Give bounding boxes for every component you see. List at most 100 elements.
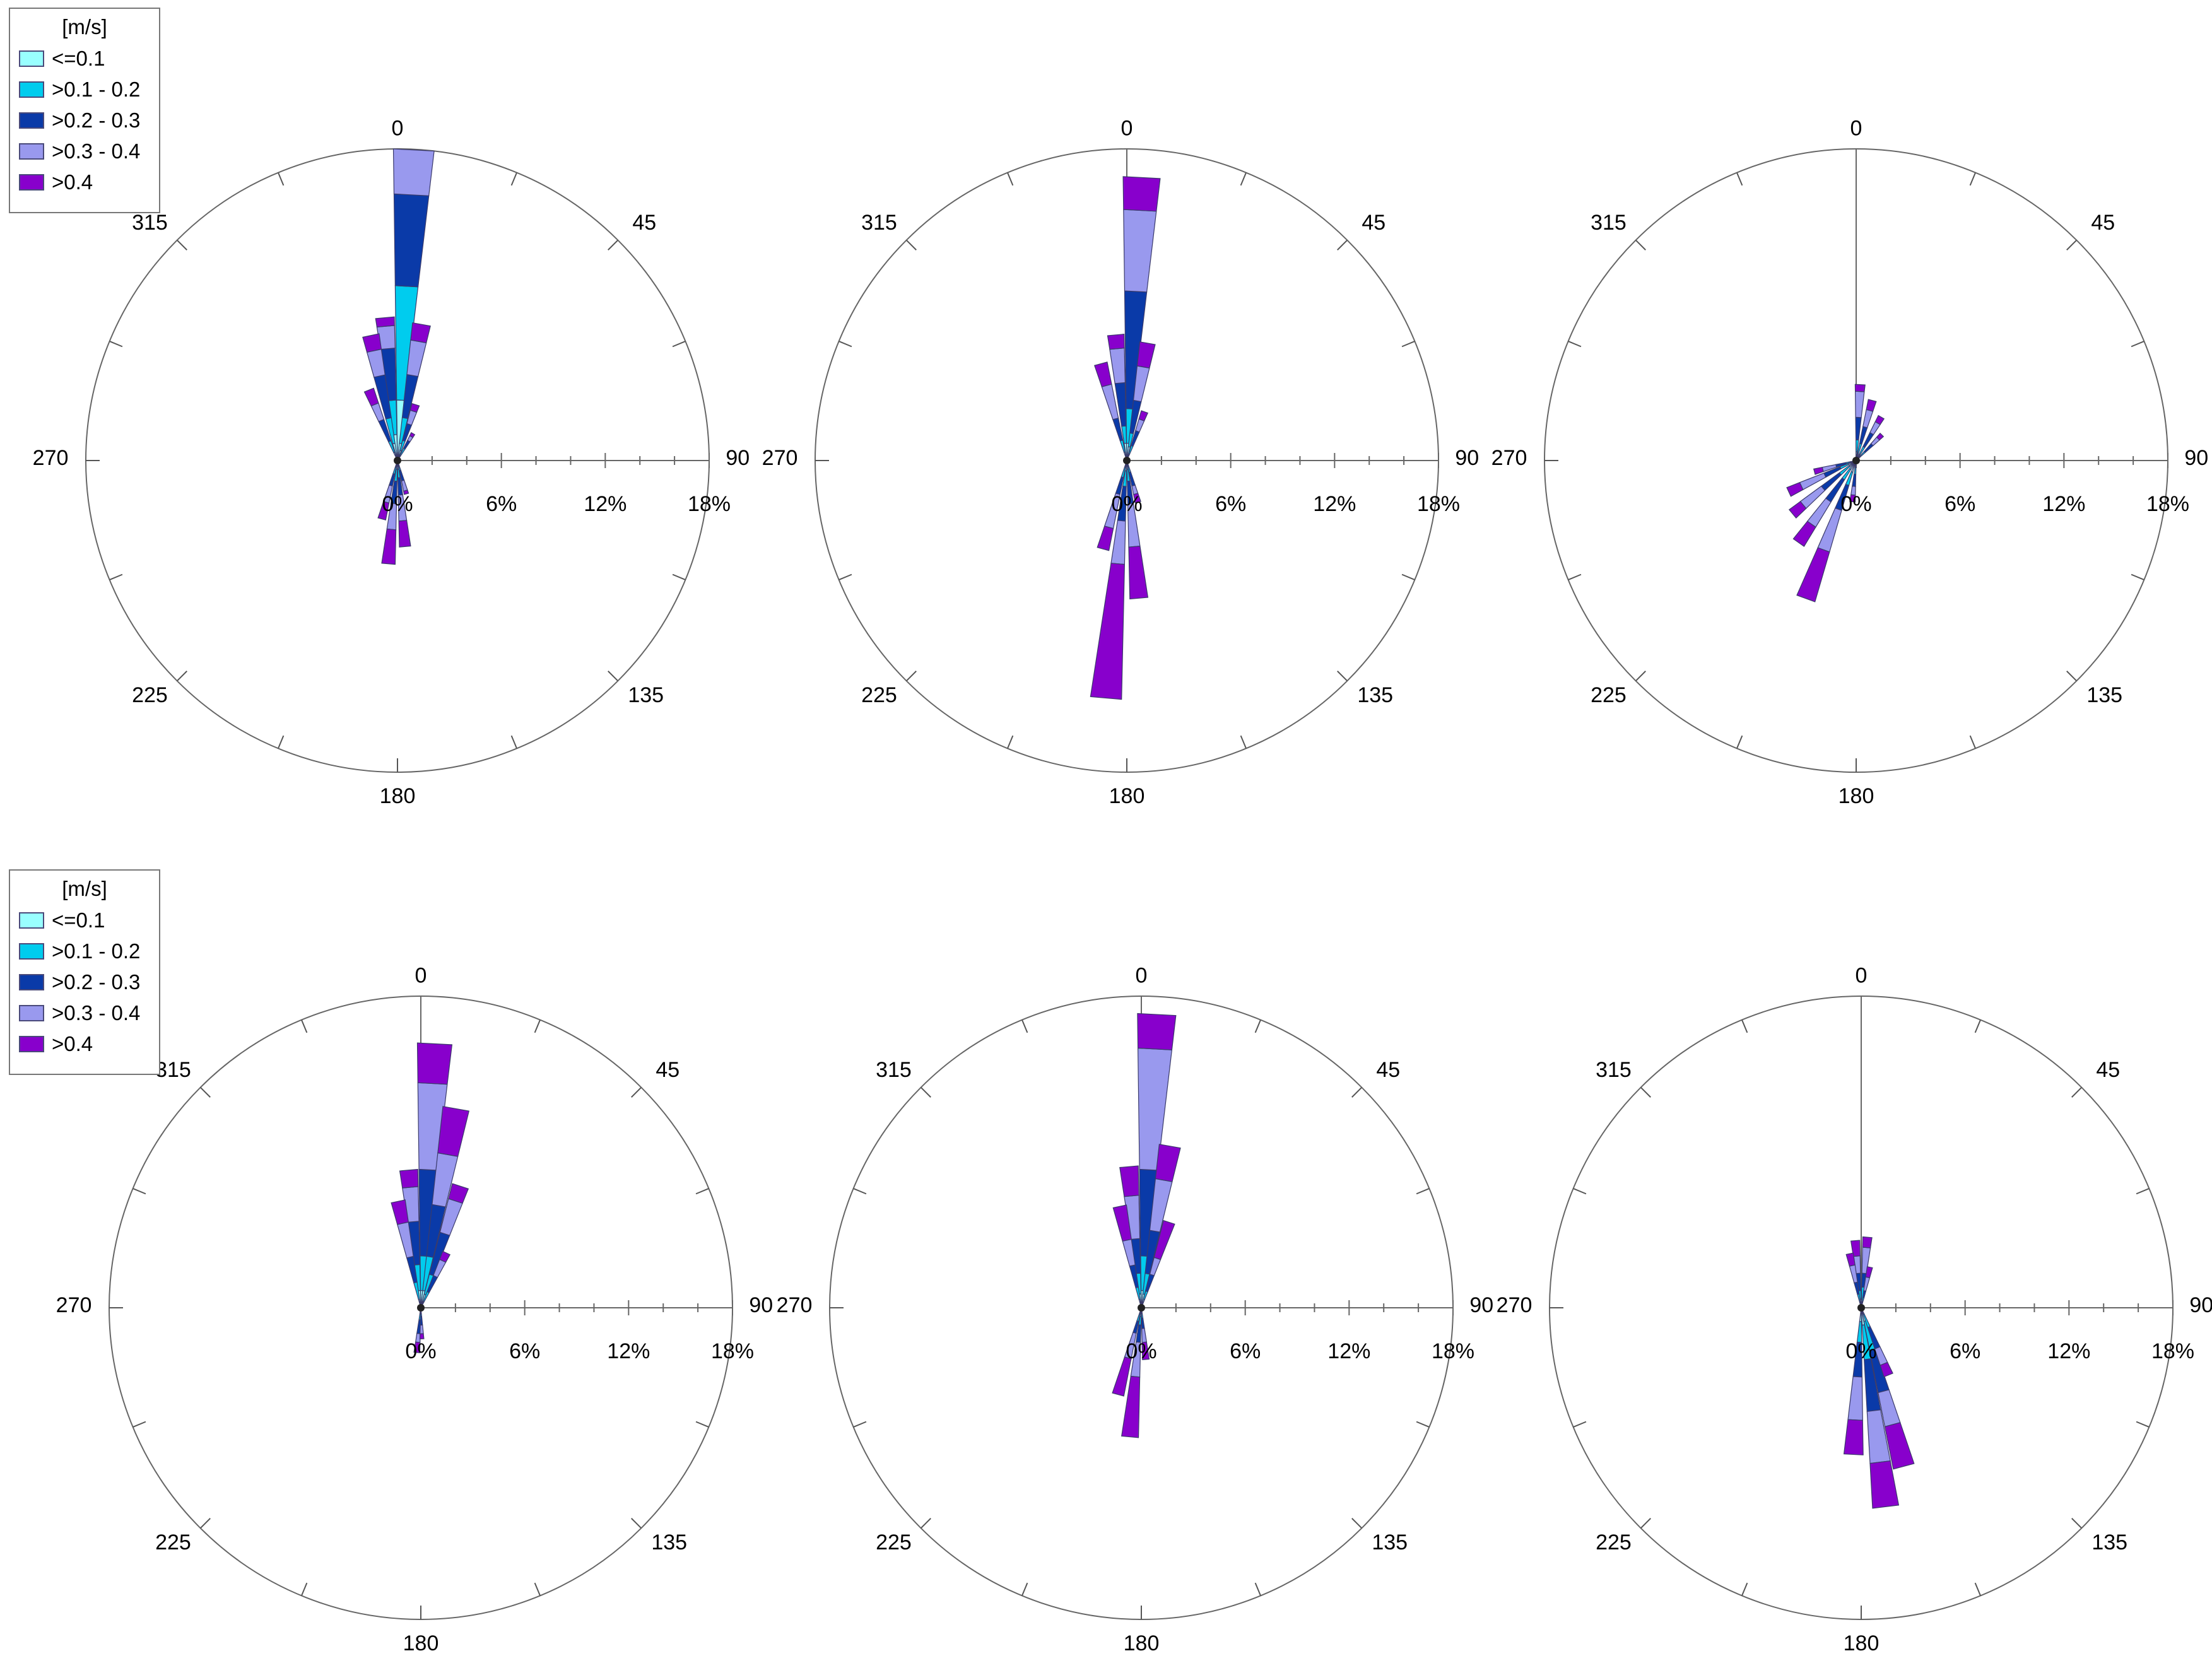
legend-swatch — [19, 1035, 44, 1052]
direction-tick — [2071, 1518, 2083, 1529]
direction-tick — [1573, 1421, 1587, 1428]
direction-label: 45 — [2096, 1058, 2120, 1082]
petal-segment — [409, 432, 416, 438]
direction-label: 315 — [155, 1058, 191, 1082]
direction-tick — [2131, 341, 2144, 348]
direction-label: 270 — [777, 1293, 813, 1317]
legend-label: >0.2 - 0.3 — [52, 108, 141, 132]
direction-tick — [608, 239, 619, 250]
direction-tick — [534, 1582, 541, 1596]
direction-tick — [1351, 1086, 1363, 1098]
petal-segment — [419, 1333, 425, 1340]
petal-segment — [1792, 520, 1816, 547]
radial-tick-label: 12% — [1313, 492, 1356, 516]
petal-segment — [377, 501, 390, 520]
petal-segment — [437, 1106, 470, 1157]
center-point — [1138, 1304, 1145, 1312]
direction-tick — [1974, 1019, 1981, 1033]
legend-item: <=0.1 — [10, 43, 159, 74]
direction-tick — [905, 671, 917, 682]
petal-segment — [1136, 341, 1156, 369]
direction-tick — [1254, 1019, 1261, 1033]
legend-item: >0.4 — [10, 167, 159, 197]
legend-swatch — [19, 112, 44, 129]
direction-label: 90 — [2189, 1293, 2212, 1317]
direction-label: 0 — [1136, 963, 1148, 987]
radial-tick-label: 0% — [1126, 1339, 1156, 1363]
direction-tick — [1568, 341, 1582, 348]
petal-segment — [363, 387, 379, 407]
direction-label: 225 — [132, 683, 168, 707]
direction-tick — [608, 671, 619, 682]
direction-label: 0 — [415, 963, 427, 987]
petal-segment — [1862, 1236, 1873, 1248]
direction-label: 315 — [132, 211, 168, 235]
petal-segment — [1155, 1144, 1181, 1182]
radial-tick-label: 18% — [1417, 492, 1460, 516]
direction-tick — [695, 1421, 709, 1428]
petal-segment — [393, 193, 430, 288]
direction-label: 135 — [651, 1530, 687, 1554]
direction-tick — [838, 341, 852, 348]
legend-label: >0.1 - 0.2 — [52, 77, 141, 101]
radial-tick-label: 0% — [382, 492, 413, 516]
wind-rose-6: 0 45 90 135 180 225 270 315 0% 6% 12% 18% — [1497, 963, 2212, 1655]
direction-label: 90 — [2184, 446, 2208, 470]
petal-segment — [1845, 1252, 1856, 1267]
petal-segment — [1843, 1419, 1864, 1455]
direction-tick — [1401, 341, 1415, 348]
petal-segment — [1862, 1290, 1867, 1298]
radial-tick-label: 6% — [1230, 1339, 1261, 1363]
direction-label: 225 — [1591, 683, 1627, 707]
direction-tick — [132, 1421, 146, 1428]
legend-label: >0.3 - 0.4 — [52, 1001, 141, 1025]
petal-segment — [1137, 1013, 1177, 1050]
speed-legend-bottom: [m/s] <=0.1 >0.1 - 0.2 >0.2 - 0.3 >0.3 -… — [9, 869, 160, 1075]
petal-segment — [1849, 494, 1856, 503]
direction-tick — [278, 172, 285, 186]
petal-segment — [1865, 1266, 1873, 1279]
direction-label: 45 — [1376, 1058, 1400, 1082]
petal-segment — [1852, 474, 1857, 487]
direction-tick — [1007, 172, 1014, 186]
petal-segment — [406, 339, 427, 377]
direction-tick — [838, 573, 852, 580]
radial-tick-label: 0% — [405, 1339, 436, 1363]
petal-segment — [401, 479, 408, 492]
petal-segment — [1861, 1296, 1865, 1303]
legend-swatch — [19, 50, 44, 67]
direction-label: 225 — [861, 683, 897, 707]
legend-label: <=0.1 — [52, 46, 105, 70]
direction-tick — [920, 1518, 931, 1529]
direction-label: 315 — [876, 1058, 912, 1082]
direction-label: 270 — [1497, 1293, 1533, 1317]
petal-segment — [1854, 384, 1866, 392]
radial-tick-label: 12% — [607, 1339, 650, 1363]
direction-tick — [905, 239, 917, 250]
petal-segment — [409, 402, 420, 413]
direction-label: 225 — [155, 1530, 191, 1554]
direction-tick — [1640, 1086, 1651, 1098]
direction-tick — [1007, 735, 1014, 749]
direction-label: 270 — [762, 446, 798, 470]
direction-label: 90 — [1469, 1293, 1493, 1317]
direction-tick — [1021, 1582, 1028, 1596]
radial-tick-label: 0% — [1845, 1339, 1876, 1363]
direction-label: 45 — [2091, 211, 2115, 235]
legend-label: >0.4 — [52, 1031, 93, 1055]
direction-tick — [1337, 239, 1348, 250]
direction-tick — [1974, 1582, 1981, 1596]
direction-label: 135 — [1372, 1530, 1408, 1554]
direction-tick — [1254, 1582, 1261, 1596]
legend-item: >0.2 - 0.3 — [10, 966, 159, 997]
petal-segment — [1874, 414, 1885, 425]
legend-item: >0.1 - 0.2 — [10, 936, 159, 966]
radial-tick-label: 6% — [486, 492, 517, 516]
petal-segment — [1094, 361, 1112, 387]
direction-tick — [2066, 239, 2078, 250]
center-point — [1123, 457, 1131, 464]
wind-rose-1: 0 45 90 135 180 225 270 315 0% 6% 12% 18% — [33, 116, 750, 808]
direction-label: 135 — [628, 683, 664, 707]
direction-tick — [1635, 239, 1646, 250]
